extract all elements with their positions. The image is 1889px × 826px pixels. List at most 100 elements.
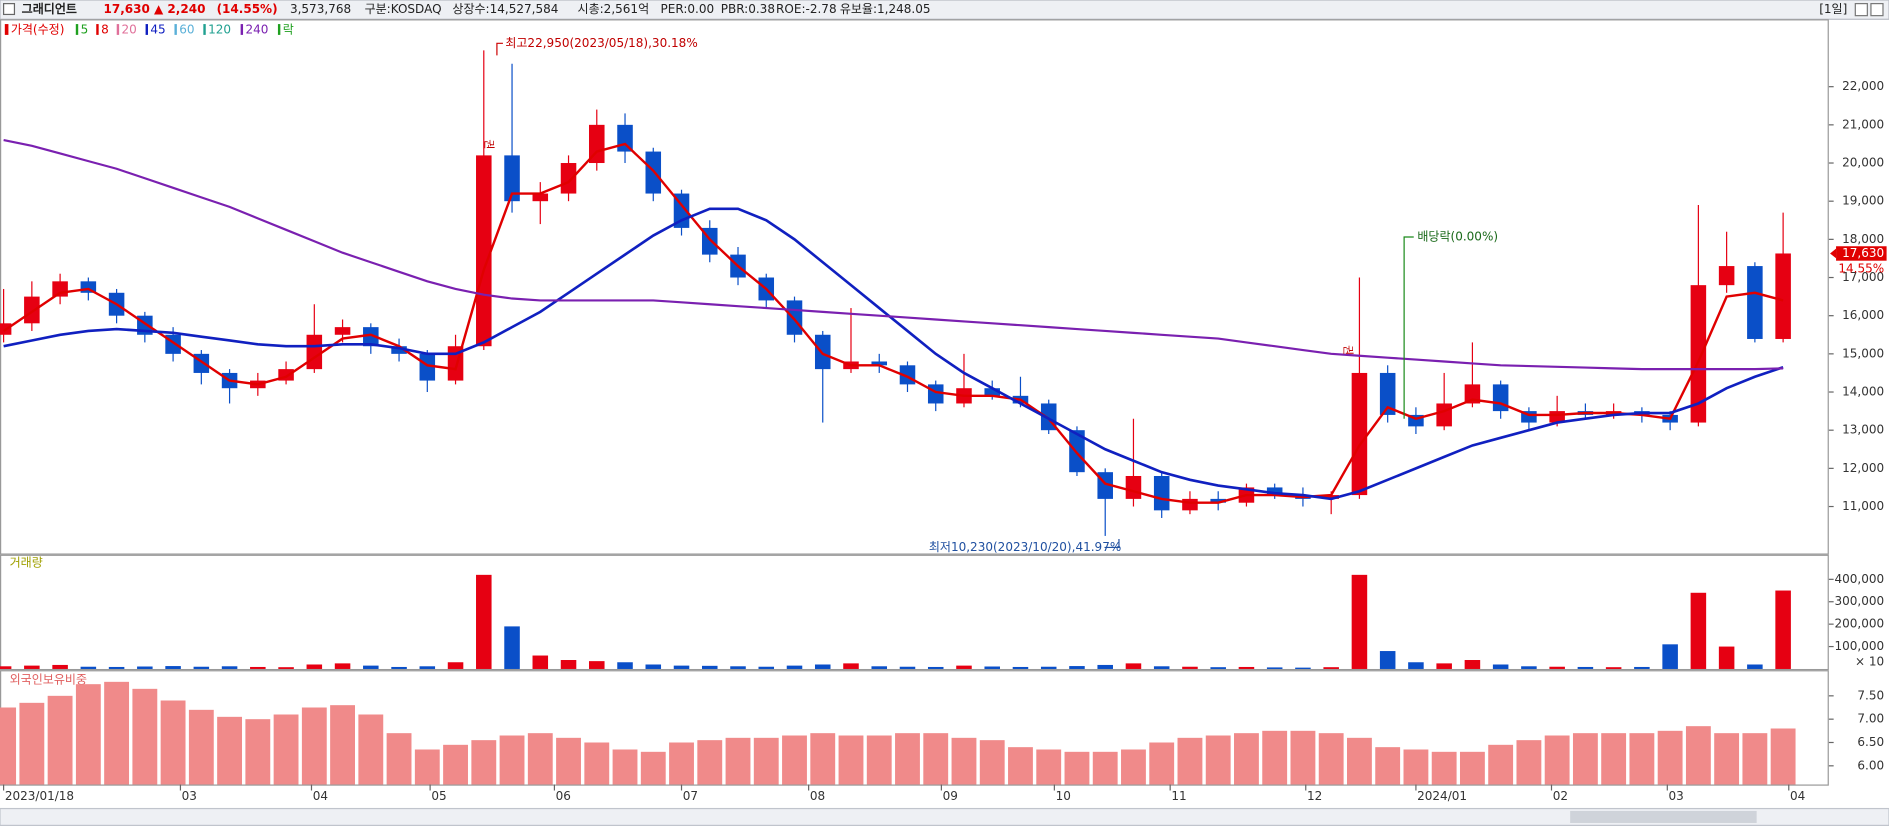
candle-body bbox=[363, 327, 379, 347]
volume-bar bbox=[1549, 666, 1565, 669]
candle-body bbox=[1436, 403, 1452, 427]
candle-body bbox=[1153, 475, 1170, 511]
foreign-bar bbox=[1346, 737, 1372, 785]
scrollbar[interactable] bbox=[0, 807, 1889, 826]
y-tick-label: 15,000 bbox=[1842, 346, 1884, 360]
candle-body bbox=[306, 334, 323, 370]
y-tick-label: 7.00 bbox=[1857, 712, 1884, 726]
volume-bar bbox=[730, 666, 746, 669]
volume-bar bbox=[1464, 660, 1481, 669]
window-button[interactable] bbox=[1854, 3, 1868, 17]
x-tick-label: 02 bbox=[1553, 789, 1568, 803]
volume-bar bbox=[1492, 664, 1509, 669]
candle-body bbox=[814, 334, 831, 370]
volume-bar bbox=[1690, 592, 1707, 669]
volume-bar bbox=[1662, 644, 1678, 669]
x-tick-label: 10 bbox=[1056, 789, 1071, 803]
price-marker bbox=[1836, 246, 1887, 261]
legend-swatch bbox=[277, 24, 281, 35]
volume-bar bbox=[1521, 666, 1537, 669]
volume-bar bbox=[250, 666, 266, 669]
foreign-bar bbox=[1234, 733, 1259, 785]
price: 17,630 bbox=[103, 2, 149, 16]
unit-label: × 10 bbox=[1855, 654, 1884, 668]
candle-body bbox=[1125, 475, 1142, 499]
volume-bar bbox=[1295, 667, 1311, 669]
y-tick-label: 400,000 bbox=[1834, 572, 1884, 586]
candle-body bbox=[1210, 498, 1226, 503]
stock-name: 그래디언트 bbox=[22, 1, 77, 16]
period[interactable]: [1일] bbox=[1819, 2, 1847, 16]
volume-bar bbox=[1012, 666, 1029, 669]
foreign-bar bbox=[245, 719, 271, 785]
candle-body bbox=[1182, 498, 1198, 511]
candle-body bbox=[1408, 414, 1424, 427]
foreign-bar bbox=[47, 695, 73, 785]
volume-bar bbox=[814, 664, 831, 669]
scroll-thumb[interactable] bbox=[1570, 810, 1757, 823]
foreign-bar bbox=[443, 744, 468, 785]
x-tick-label: 05 bbox=[431, 789, 446, 803]
volume-bar bbox=[1775, 590, 1791, 669]
volume-bar bbox=[532, 655, 549, 669]
volume-bar bbox=[137, 666, 153, 669]
ma-line bbox=[3, 207, 1784, 501]
volume-bar bbox=[221, 666, 238, 669]
x-tick-label: 2023/01/18 bbox=[5, 789, 74, 803]
foreign-bar bbox=[923, 733, 949, 785]
volume-bar bbox=[1577, 666, 1594, 669]
x-tick-label: 03 bbox=[182, 789, 197, 803]
volume-bar bbox=[1069, 666, 1085, 669]
legend-swatch bbox=[116, 24, 120, 35]
volume-bar bbox=[1153, 666, 1170, 669]
volume-bar bbox=[1436, 663, 1452, 669]
foreign-bar bbox=[1290, 730, 1316, 785]
candle-body bbox=[1549, 411, 1565, 423]
legend-item: 45 bbox=[150, 23, 165, 37]
legend-swatch bbox=[75, 24, 79, 35]
volume-bar bbox=[984, 666, 1000, 669]
rights-marker: 권 bbox=[482, 139, 495, 149]
volume-bar bbox=[617, 662, 633, 669]
volume-bar bbox=[1323, 667, 1339, 669]
candle-body bbox=[1069, 430, 1085, 473]
foreign-bar bbox=[1629, 733, 1655, 785]
ma-line bbox=[2, 142, 1784, 504]
foreign-bar bbox=[1008, 747, 1033, 785]
roe: ROE:-2.78 bbox=[776, 2, 837, 16]
y-tick-label: 300,000 bbox=[1834, 594, 1884, 608]
y-tick-label: 22,000 bbox=[1842, 79, 1884, 93]
volume-panel bbox=[0, 554, 1829, 671]
x-tick-label: 04 bbox=[1790, 789, 1805, 803]
candle-body bbox=[334, 327, 351, 335]
foreign-bar bbox=[753, 737, 779, 785]
legend-item: 락 bbox=[283, 23, 294, 37]
volume-bar bbox=[504, 626, 520, 669]
volume-bar bbox=[24, 665, 40, 669]
foreign-bar bbox=[1064, 751, 1090, 785]
foreign-bar bbox=[979, 740, 1005, 785]
volume-bar bbox=[80, 666, 97, 669]
foreign-bar bbox=[104, 681, 130, 785]
volume-bar bbox=[306, 664, 323, 669]
y-tick-label: 20,000 bbox=[1842, 156, 1884, 170]
foreign-bar bbox=[358, 714, 384, 785]
volume-bar bbox=[758, 666, 775, 669]
volume-bar bbox=[447, 662, 464, 669]
foreign-bar bbox=[1714, 733, 1740, 785]
checkbox[interactable] bbox=[3, 3, 16, 16]
foreign-bar bbox=[499, 735, 525, 785]
volume-bar bbox=[193, 666, 210, 669]
foreign-bar bbox=[951, 737, 977, 785]
candle-body bbox=[1690, 285, 1707, 423]
candle-body bbox=[1351, 372, 1368, 496]
x-tick-label: 06 bbox=[556, 789, 571, 803]
candle-body bbox=[532, 193, 549, 202]
foreign-bar bbox=[1431, 751, 1457, 785]
y-tick-label: 11,000 bbox=[1842, 499, 1884, 513]
volume-bar bbox=[165, 666, 181, 669]
x-tick-label: 12 bbox=[1307, 789, 1322, 803]
window-button[interactable] bbox=[1870, 3, 1884, 17]
volume-bar bbox=[1351, 574, 1368, 669]
candle-body bbox=[1718, 266, 1735, 286]
